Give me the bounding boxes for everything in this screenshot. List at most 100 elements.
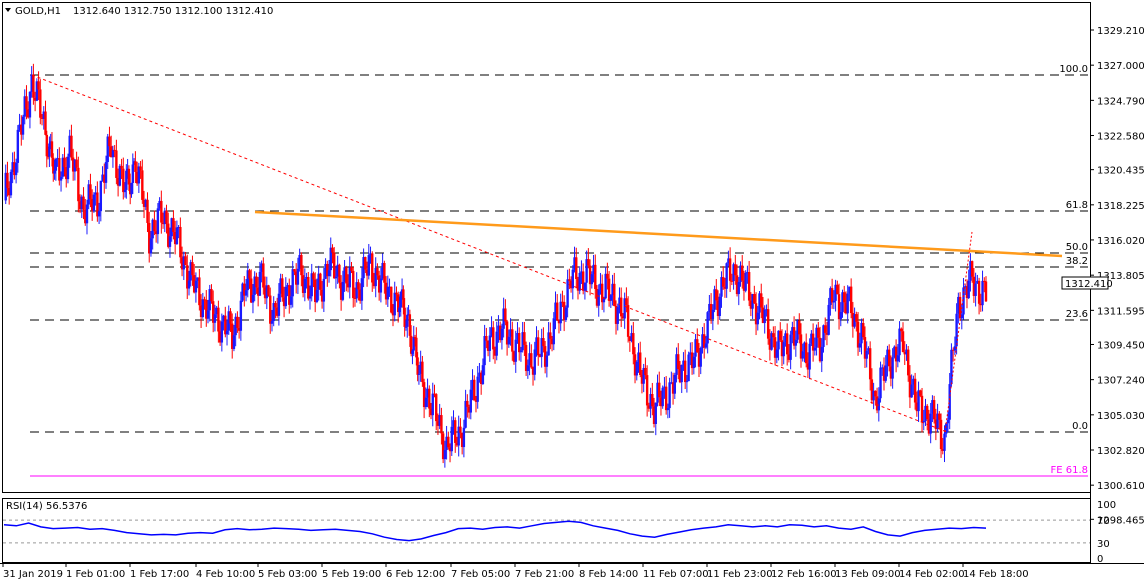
candle-body xyxy=(765,309,768,311)
candle-body xyxy=(352,270,355,298)
candle-body xyxy=(284,286,288,307)
candle-body xyxy=(862,322,865,338)
candle-body xyxy=(251,294,255,303)
candle-body xyxy=(13,162,16,176)
candle-body xyxy=(182,256,186,270)
collapse-arrow-icon[interactable] xyxy=(5,8,11,12)
candle-body xyxy=(576,279,580,291)
chart-ohlc: 1312.640 1312.750 1312.100 1312.410 xyxy=(73,6,273,17)
candle-body xyxy=(154,231,158,235)
candle-body xyxy=(94,192,97,195)
candle-body xyxy=(120,165,123,169)
candle-body xyxy=(307,276,310,299)
candle-body xyxy=(66,156,70,180)
candle-body xyxy=(413,336,417,338)
candle-body xyxy=(485,336,488,341)
candle-body xyxy=(747,272,751,301)
candle-body xyxy=(761,307,765,324)
rsi-line xyxy=(3,520,987,542)
candle-body xyxy=(730,280,734,282)
candle-body xyxy=(313,279,317,303)
candle-body xyxy=(364,257,367,270)
candle-body xyxy=(960,314,963,319)
candle-body xyxy=(609,295,613,301)
candle-body xyxy=(288,285,291,305)
candle-body xyxy=(137,166,141,184)
candle-body xyxy=(329,247,332,271)
candle-body xyxy=(592,264,595,275)
candle-body xyxy=(16,129,20,163)
candle-body xyxy=(111,149,115,158)
candle-body xyxy=(70,135,73,158)
candle-body xyxy=(339,282,343,300)
candle-body xyxy=(246,270,249,291)
candle-body xyxy=(106,136,109,163)
candle-body xyxy=(697,352,701,367)
candle-body xyxy=(177,226,180,228)
candle-body xyxy=(415,337,418,358)
candle-body xyxy=(687,354,690,382)
candle-body xyxy=(149,238,153,254)
candle-body xyxy=(429,408,433,416)
x-tick-label: 12 Feb 16:00 xyxy=(771,569,837,580)
candle-body xyxy=(409,335,413,354)
candle-body xyxy=(886,349,889,366)
candle-body xyxy=(824,325,827,333)
candle-body xyxy=(642,367,645,384)
candle-body xyxy=(875,396,879,411)
candle-body xyxy=(310,273,313,297)
candle-body xyxy=(569,280,573,289)
candle-body xyxy=(473,379,476,401)
candle-body xyxy=(319,273,322,290)
candle-body xyxy=(594,264,597,289)
candle-body xyxy=(286,285,289,287)
candle-body xyxy=(217,307,220,332)
candle-body xyxy=(696,339,699,353)
candle-body xyxy=(720,277,723,297)
candle-body xyxy=(766,309,770,339)
candle-body xyxy=(870,379,874,401)
candle-body xyxy=(379,278,383,293)
candle-body xyxy=(37,81,40,90)
candle-body xyxy=(289,296,293,305)
candle-body xyxy=(165,210,168,224)
candle-body xyxy=(818,337,822,362)
candle-body xyxy=(18,124,21,130)
candle-body xyxy=(715,289,718,301)
candle-body xyxy=(664,386,668,411)
candle-body xyxy=(241,283,244,301)
fe-level-label: FE 61.8 xyxy=(1050,465,1088,476)
candle-body xyxy=(749,300,753,309)
candle-body xyxy=(350,267,353,271)
candle-body xyxy=(317,273,320,290)
candle-body xyxy=(920,395,924,423)
candle-body xyxy=(488,335,492,351)
y-tick-label: 1300.610 xyxy=(1097,481,1144,492)
candle-body xyxy=(407,314,410,316)
candle-body xyxy=(977,280,981,304)
candle-body xyxy=(33,97,37,101)
candle-body xyxy=(396,294,400,313)
candle-body xyxy=(607,278,611,301)
candle-body xyxy=(462,427,466,448)
candle-body xyxy=(970,261,974,277)
candle-body xyxy=(293,269,296,272)
candle-body xyxy=(116,177,120,186)
candle-body xyxy=(400,289,404,292)
candle-body xyxy=(68,135,71,157)
candle-body xyxy=(336,264,339,277)
candle-body xyxy=(597,289,600,306)
candle-body xyxy=(412,336,415,351)
candle-body xyxy=(78,201,82,210)
candle-body xyxy=(168,236,172,247)
candle-body xyxy=(383,262,386,283)
candle-body xyxy=(965,286,969,299)
candle-body xyxy=(281,278,284,298)
candle-body xyxy=(600,283,604,303)
candle-body xyxy=(126,168,129,171)
candle-body xyxy=(416,357,419,375)
candle-body xyxy=(953,346,957,351)
candle-body xyxy=(587,259,590,266)
